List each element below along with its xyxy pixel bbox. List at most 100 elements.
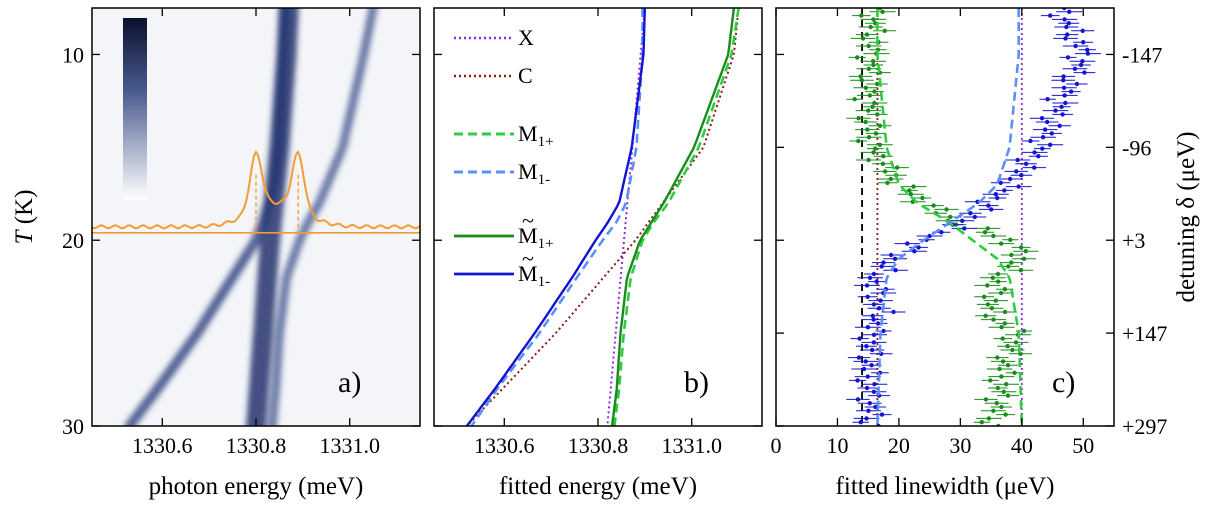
panel-b-y-ticks [434, 53, 762, 427]
data-point [1005, 363, 1011, 368]
data-point [858, 420, 863, 425]
series-line-m1 [613, 8, 740, 426]
data-point [863, 119, 868, 125]
data-point [871, 271, 877, 277]
data-point [874, 279, 879, 284]
heatmap-band-upper [267, 8, 378, 426]
data-point [869, 363, 874, 368]
data-point [1028, 138, 1033, 144]
series-line-m1 [470, 8, 644, 426]
spectrum-curve [92, 149, 420, 230]
panel-c-plot [846, 8, 1101, 426]
data-point [993, 192, 998, 197]
model-curve-m1 [876, 8, 1024, 426]
data-point [912, 249, 917, 254]
data-point [1085, 47, 1090, 52]
data-point [1039, 116, 1045, 121]
data-point [986, 416, 992, 421]
data-point [1047, 142, 1053, 147]
data-point [855, 397, 861, 402]
data-point [911, 184, 916, 189]
data-point [1063, 100, 1068, 106]
model-curve-m1 [876, 8, 1020, 426]
data-point [1048, 13, 1053, 18]
data-point [948, 214, 953, 220]
x-tick-label: 1330.6 [474, 433, 535, 458]
data-point [983, 397, 989, 402]
data-point [994, 401, 1000, 406]
data-point [861, 366, 867, 372]
data-point [866, 43, 871, 49]
data-point [873, 131, 879, 136]
data-point [871, 332, 877, 337]
data-point [879, 412, 885, 417]
data-point [907, 188, 912, 193]
data-point [865, 374, 870, 379]
data-point [866, 135, 872, 140]
data-point [881, 260, 886, 265]
data-point [863, 359, 868, 364]
data-point [1032, 165, 1037, 170]
data-point [985, 226, 990, 231]
data-point [864, 32, 870, 37]
data-point [867, 275, 873, 280]
legend-label: M1+ [518, 223, 554, 252]
x-tick-label: 1330.6 [132, 433, 193, 458]
data-point [874, 81, 880, 87]
data-point [868, 24, 873, 30]
data-point [995, 279, 1001, 284]
data-point [888, 176, 894, 182]
data-point [997, 366, 1002, 372]
x-tick-label: 1331.0 [661, 433, 722, 458]
data-point [999, 404, 1004, 410]
data-point [881, 328, 886, 334]
x-tick-label: 0 [771, 433, 782, 458]
data-point [944, 207, 949, 212]
data-point [1063, 36, 1068, 41]
data-point [1072, 66, 1078, 72]
data-point [1009, 252, 1014, 258]
data-point [852, 97, 857, 102]
data-point [995, 195, 1000, 201]
data-point [864, 385, 870, 391]
panel-a: 1330.6 1330.8 1331.0 10 20 30 a) photon ener… [11, 7, 421, 500]
data-point [995, 385, 1001, 391]
data-point [873, 404, 878, 410]
data-point [1040, 135, 1046, 140]
scatter-series-m1 [846, 8, 1101, 426]
data-point [1080, 40, 1086, 45]
data-point [989, 306, 995, 311]
data-point [865, 127, 870, 132]
data-point [855, 378, 860, 383]
legend-tilde: ~ [522, 208, 534, 233]
panel-b-x-ticks: 1330.6 1330.8 1331.0 [474, 8, 722, 458]
series-line-x [606, 8, 646, 426]
data-point [990, 275, 996, 280]
data-point [882, 169, 888, 174]
panel-c-right-label: detuning δ (μeV) [1173, 132, 1200, 303]
data-point [972, 214, 978, 220]
data-point [1080, 59, 1085, 64]
data-point [877, 142, 883, 147]
data-point [879, 264, 884, 269]
data-point [1065, 55, 1071, 60]
data-point [1003, 412, 1008, 417]
x-tick-label: 50 [1072, 433, 1094, 458]
data-point [871, 317, 876, 322]
data-point [856, 138, 861, 144]
data-point [1040, 146, 1045, 151]
data-point [866, 108, 871, 113]
data-point [871, 389, 877, 394]
data-point [892, 256, 898, 261]
data-point [866, 408, 871, 413]
data-point [1019, 173, 1024, 178]
data-point [1002, 287, 1008, 292]
legend-label: C [518, 63, 533, 88]
data-point [1021, 256, 1027, 261]
panel-a-y-label: T (K) [11, 190, 38, 245]
data-point [1016, 184, 1021, 189]
panel-c-frame [775, 7, 1115, 427]
data-point [872, 89, 877, 94]
data-point [1060, 112, 1065, 117]
data-point [991, 408, 996, 413]
